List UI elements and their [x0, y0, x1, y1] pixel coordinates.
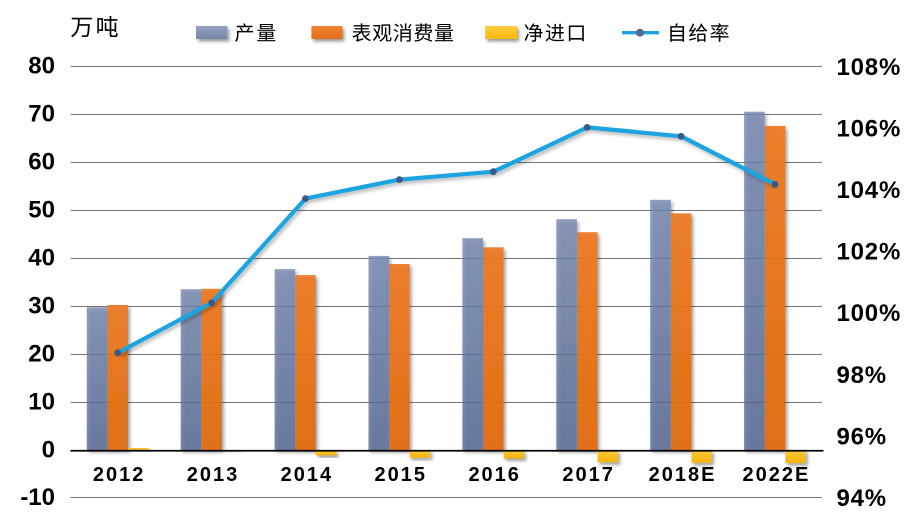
svg-text:94%: 94%	[837, 485, 887, 512]
svg-text:40: 40	[28, 245, 55, 272]
svg-text:100%: 100%	[837, 300, 902, 327]
svg-text:2013: 2013	[187, 464, 240, 486]
svg-text:2012: 2012	[93, 464, 146, 486]
svg-text:2016: 2016	[468, 464, 521, 486]
svg-text:0: 0	[42, 437, 55, 464]
svg-text:80: 80	[28, 53, 55, 80]
svg-text:-10: -10	[20, 484, 55, 511]
svg-text:96%: 96%	[837, 423, 887, 450]
svg-text:60: 60	[28, 149, 55, 176]
svg-text:20: 20	[28, 341, 55, 368]
svg-text:2015: 2015	[375, 464, 428, 486]
svg-text:50: 50	[28, 197, 55, 224]
svg-text:30: 30	[28, 293, 55, 320]
svg-text:106%: 106%	[837, 116, 902, 143]
svg-text:98%: 98%	[837, 362, 887, 389]
svg-text:2018E: 2018E	[649, 464, 717, 486]
svg-text:102%: 102%	[837, 239, 902, 266]
svg-text:10: 10	[28, 389, 55, 416]
svg-text:2017: 2017	[562, 464, 615, 486]
svg-text:2022E: 2022E	[742, 464, 810, 486]
svg-text:2014: 2014	[281, 464, 334, 486]
svg-text:70: 70	[28, 101, 55, 128]
svg-text:108%: 108%	[837, 54, 902, 81]
svg-text:104%: 104%	[837, 177, 902, 204]
